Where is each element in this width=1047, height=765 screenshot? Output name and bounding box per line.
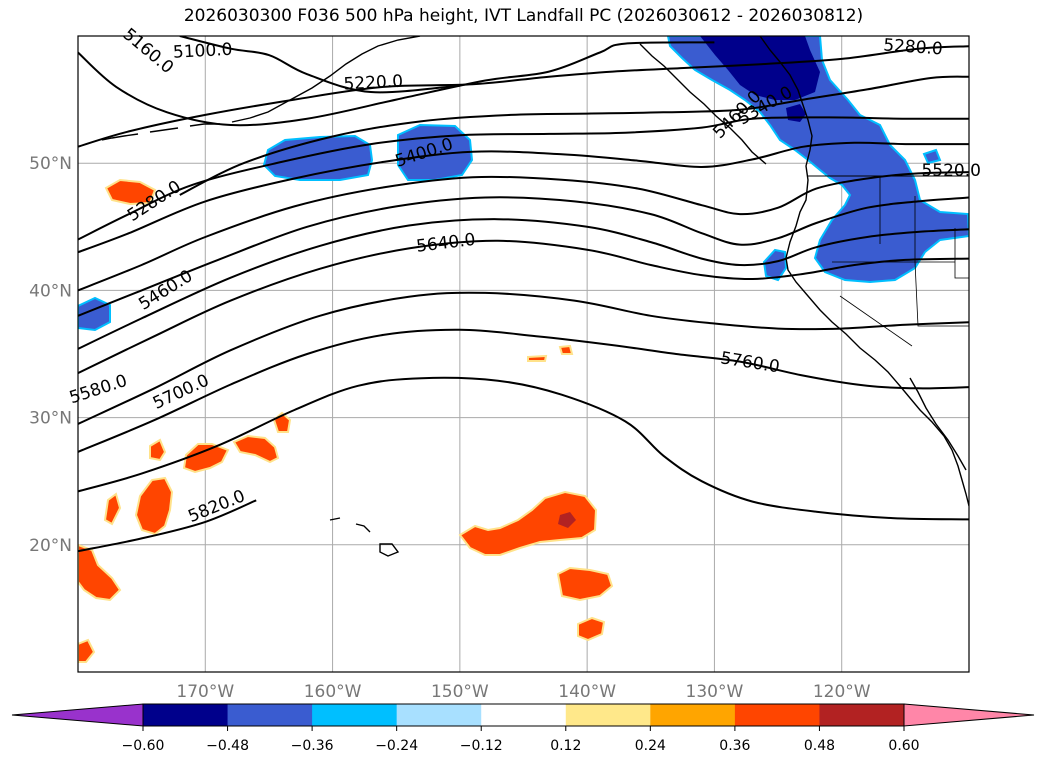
ivt-positive-region-west-small-3	[149, 438, 167, 462]
ivt-negative-spot	[922, 148, 942, 165]
contour-label: 5220.0	[343, 72, 403, 95]
colorbar-segment	[565, 704, 651, 726]
coastline-alaska-south	[231, 36, 421, 123]
ivt-positive-core-central	[558, 512, 576, 528]
coastline-baja-inner	[909, 377, 967, 471]
ivt-positive-region-west-corner	[78, 638, 96, 663]
contour-5400	[78, 141, 969, 254]
contour-label: 5520.0	[921, 161, 980, 181]
coastline-north-america	[759, 36, 969, 507]
ivt-positive-region-west-tiny	[103, 492, 122, 526]
lat-tick-label: 40°N	[29, 281, 72, 301]
colorbar-extend-low	[11, 703, 144, 727]
colorbar-segment	[143, 704, 229, 726]
map-title: 2026030300 F036 500 hPa height, IVT Land…	[183, 6, 864, 26]
lat-tick-label: 20°N	[29, 536, 72, 556]
ivt-positive-region-west-edge	[78, 543, 122, 602]
colorbar-tick-label: 0.12	[550, 738, 581, 754]
colorbar-tick-label: −0.48	[206, 738, 249, 754]
ivt-positive-region-west-small-2	[182, 443, 230, 474]
colorbar-tick-label: 0.36	[719, 738, 750, 754]
contour-5760	[78, 328, 969, 453]
colorbar-segment	[650, 704, 736, 726]
colorbar-extend-high	[903, 703, 1035, 727]
gridlines	[78, 36, 969, 672]
colorbar-tick-label: −0.60	[122, 738, 165, 754]
contour-label: 5100.0	[173, 40, 233, 63]
contour-5520	[78, 196, 969, 317]
lon-tick-label: 130°W	[686, 682, 744, 702]
lon-tick-label: 170°W	[176, 682, 234, 702]
map-frame	[77, 35, 970, 673]
colorbar-frame	[142, 703, 905, 727]
colorbar-tick-label: 0.60	[888, 738, 919, 754]
lon-tick-label: 140°W	[558, 682, 616, 702]
colorbar-segment	[227, 704, 313, 726]
contour-5220	[78, 45, 969, 148]
contour-5460	[78, 171, 969, 292]
hawaiian-islands	[329, 517, 400, 557]
ivt-positive-region-west-band	[232, 434, 280, 464]
axis-ticks: 170°W 160°W 150°W 140°W 130°W 120°W 50°N 40°N 30…	[29, 154, 871, 702]
colorbar-segment	[734, 704, 820, 726]
colorbar-tick-label: −0.36	[291, 738, 334, 754]
colorbar-segment	[396, 704, 482, 726]
ivt-positive-region-central-5	[558, 344, 574, 355]
contour-5880	[78, 499, 257, 553]
ivt-positive-region-west-large	[134, 476, 174, 536]
ivt-negative-core-gulf-of-alaska	[700, 36, 820, 100]
ivt-positive-region-central-2	[556, 566, 614, 602]
ivt-positive-region-central-band	[458, 490, 598, 556]
colorbar: −0.60 −0.48 −0.36 −0.24 −0.12 0.12 0.24 0.36 0.4…	[11, 703, 1035, 754]
lon-tick-label: 150°W	[431, 682, 489, 702]
coastline-alaska-panhandle	[639, 43, 767, 165]
aleutian-islands	[101, 123, 220, 141]
contour-5640	[78, 239, 969, 374]
height-contours	[78, 36, 969, 553]
coastlines	[101, 36, 969, 557]
colorbar-segment	[481, 704, 567, 726]
contour-5100	[179, 36, 460, 94]
ivt-positive-region-central-3	[577, 616, 606, 642]
ivt-positive-region-central-4	[527, 354, 548, 362]
colorbar-segment	[819, 704, 905, 726]
contour-5580	[78, 218, 969, 350]
lon-tick-label: 120°W	[813, 682, 871, 702]
contour-5700	[78, 291, 969, 425]
lat-tick-label: 50°N	[29, 154, 72, 174]
map-content	[78, 36, 969, 672]
colorbar-tick-label: 0.24	[635, 738, 666, 754]
colorbar-segment	[312, 704, 398, 726]
contour-5280	[179, 75, 969, 196]
lon-tick-label: 160°W	[304, 682, 362, 702]
colorbar-tick-label: −0.12	[460, 738, 503, 754]
colorbar-tick-label: 0.48	[804, 738, 835, 754]
contour-5340	[78, 116, 969, 241]
colorbar-tick-label: −0.24	[375, 738, 418, 754]
ivt-positive-region-north	[104, 178, 157, 206]
contour-5160	[78, 41, 715, 127]
contour-5820	[78, 376, 969, 521]
contour-label: 5280.0	[883, 35, 944, 59]
us-state-borders	[832, 176, 969, 347]
ivt-negative-region-california	[762, 248, 788, 282]
lat-tick-label: 30°N	[29, 409, 72, 429]
